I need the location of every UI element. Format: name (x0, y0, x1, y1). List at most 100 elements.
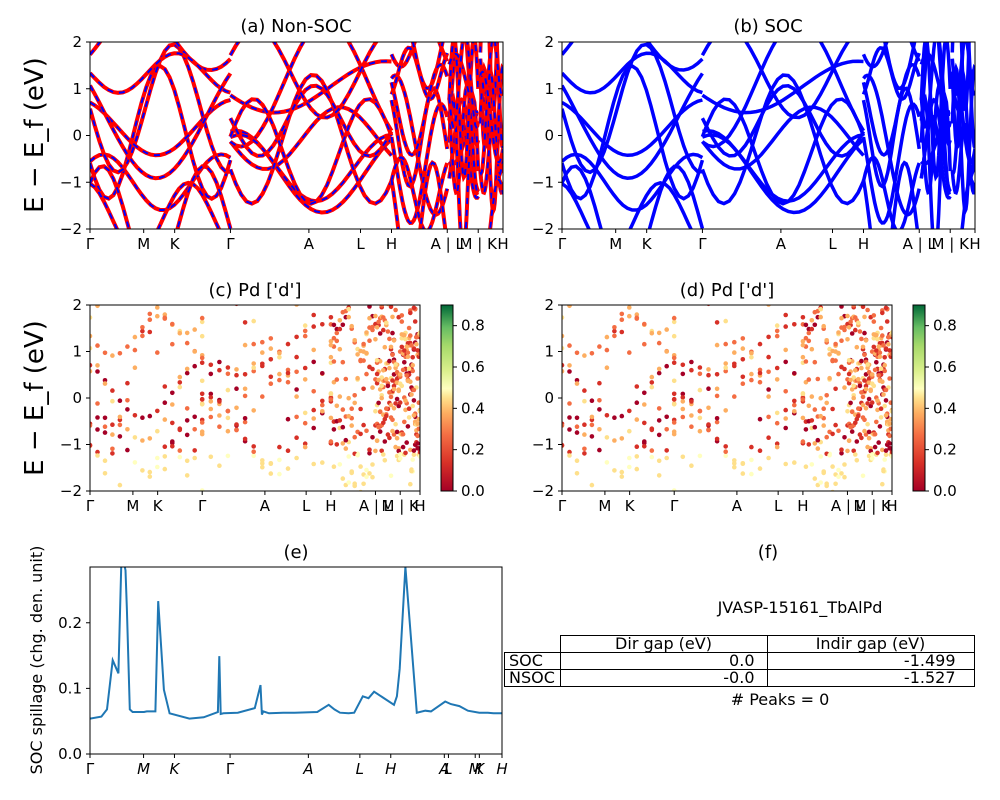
scatter-point (845, 313, 850, 319)
scatter-point (208, 371, 214, 377)
scatter-point (388, 402, 394, 408)
scatter-point (320, 322, 325, 327)
band-line (701, 42, 866, 149)
scatter-point (845, 282, 850, 287)
scatter-point (656, 458, 662, 464)
x-tick-label: H (797, 497, 808, 515)
table-subtitle: JVASP-15161_TbAlPd (717, 598, 883, 617)
scatter-point (810, 267, 815, 272)
scatter-point (140, 333, 145, 339)
x-tick-label: Γ (558, 235, 567, 253)
scatter-point (393, 307, 398, 313)
scatter-point (184, 340, 190, 346)
scatter-point (162, 417, 168, 422)
scatter-point (285, 466, 291, 471)
scatter-point (818, 395, 823, 401)
colorbar-c (440, 304, 454, 492)
scatter-point (664, 427, 669, 432)
scatter-point (833, 422, 838, 428)
scatter-point (320, 409, 325, 414)
scatter-point (821, 510, 826, 515)
scatter-point (349, 423, 355, 428)
scatter-point (664, 455, 669, 461)
scatter-point (199, 488, 205, 491)
scatter-point (411, 305, 417, 311)
scatter-point (766, 435, 771, 441)
x-tick-label: A (304, 235, 315, 253)
scatter-point (649, 454, 655, 460)
band-line (950, 69, 975, 165)
scatter-point (854, 458, 860, 463)
scatter-point (846, 325, 852, 330)
scatter-point (234, 427, 239, 433)
scatter-point (389, 298, 394, 303)
scatter-point (334, 442, 340, 447)
scatter-point (217, 399, 222, 404)
scatter-point (849, 331, 855, 336)
band-line (700, 84, 866, 158)
scatter-point (664, 448, 669, 453)
colorbar-tick-label: 0.2 (461, 441, 485, 459)
y-tick-label: −1 (532, 436, 554, 454)
scatter-point (397, 456, 403, 461)
scatter-point (391, 386, 397, 392)
table-cell: NSOC (504, 669, 561, 687)
scatter-point (887, 441, 892, 446)
scatter-point (403, 398, 408, 403)
scatter-point (337, 318, 343, 323)
scatter-point (379, 448, 385, 454)
band-line (919, 84, 952, 196)
scatter-point (671, 402, 677, 407)
scatter-point (597, 380, 602, 386)
scatter-point (774, 323, 780, 328)
scatter-point (367, 471, 372, 476)
scatter-point (110, 353, 115, 358)
band-line (960, 178, 975, 229)
band-line (447, 42, 481, 183)
scatter-point (800, 415, 806, 421)
band-line (562, 72, 704, 180)
scatter-point (732, 394, 737, 399)
scatter-point (848, 424, 853, 430)
scatter-point (268, 381, 274, 387)
scatter-point (95, 363, 100, 368)
scatter-point (184, 330, 190, 336)
scatter-point (364, 371, 369, 377)
scatter-point (376, 424, 381, 430)
scatter-point (874, 360, 879, 365)
band-line (390, 74, 449, 216)
scatter-point (390, 330, 395, 336)
scatter-point (757, 466, 763, 471)
scatter-point (833, 481, 838, 487)
scatter-point (294, 394, 299, 399)
scatter-point (875, 398, 880, 403)
scatter-point (192, 327, 197, 332)
scatter-point (242, 436, 248, 442)
scatter-point (869, 372, 875, 377)
scatter-point (800, 354, 806, 360)
scatter-point (199, 402, 205, 407)
x-tick-label: Γ (670, 497, 679, 515)
scatter-point (809, 394, 815, 399)
scatter-point (839, 447, 844, 453)
scatter-point (862, 330, 867, 336)
scatter-point (574, 458, 580, 464)
scatter-point (567, 453, 572, 458)
scatter-point (865, 362, 870, 367)
scatter-point (774, 444, 780, 450)
scatter-point (417, 330, 420, 335)
scatter-point (390, 428, 395, 434)
scatter-point (331, 464, 337, 470)
scatter-point (612, 468, 617, 473)
scatter-point (402, 233, 407, 238)
scatter-point (410, 362, 416, 368)
scatter-point (370, 366, 375, 372)
scatter-point (411, 448, 417, 453)
scatter-point (328, 391, 334, 397)
scatter-point (340, 441, 346, 446)
scatter-point (260, 361, 265, 367)
scatter-point (208, 391, 214, 397)
scatter-point (364, 474, 369, 480)
scatter-point (656, 370, 662, 376)
scatter-point (384, 320, 389, 326)
